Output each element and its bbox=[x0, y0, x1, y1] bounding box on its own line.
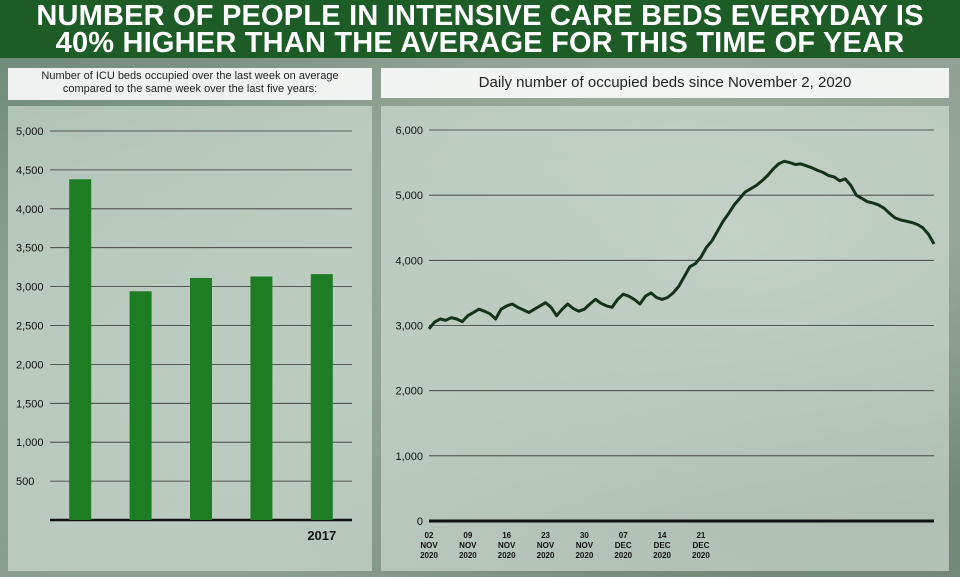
line-chart-panel: 0 1,000 2,000 3,000 4,000 5,000 6,000 02 NOV 2020… bbox=[381, 106, 949, 571]
bar-y-tick-label: 2,500 bbox=[16, 321, 44, 333]
headline-line-2: 40% HIGHER THAN THE AVERAGE FOR THIS TIM… bbox=[55, 27, 905, 59]
bar-chart: 500 1,000 1,500 2,000 2,500 3,000 3,500 4,000 4,… bbox=[16, 126, 352, 543]
line-x-tick-label: 07 DEC 2020 bbox=[614, 531, 632, 560]
bar-subtitle-line-1: Number of ICU beds occupied over the las… bbox=[41, 70, 339, 82]
bar-subtitle-line-2: compared to the same week over the last … bbox=[62, 83, 318, 95]
headline-banner: NUMBER OF PEOPLE IN INTENSIVE CARE BEDS … bbox=[0, 0, 960, 58]
bar bbox=[250, 276, 273, 520]
line-x-tick-label: 14 DEC 2020 bbox=[653, 531, 671, 560]
line-x-tick-label: 21 DEC 2020 bbox=[692, 531, 710, 560]
line-y-tick-label: 0 bbox=[417, 516, 423, 528]
bar-y-tick-label: 500 bbox=[16, 476, 34, 488]
line-x-tick-label: 02 NOV 2020 bbox=[420, 531, 438, 560]
line-y-tick-label: 1,000 bbox=[395, 451, 423, 463]
line-chart-subtitle: Daily number of occupied beds since Nove… bbox=[381, 68, 949, 98]
headline: NUMBER OF PEOPLE IN INTENSIVE CARE BEDS … bbox=[0, 0, 960, 59]
line-x-tick-label: 09 NOV 2020 bbox=[459, 531, 477, 560]
bar-category-label: 2017 bbox=[307, 528, 336, 543]
line-x-tick-label: 30 NOV 2020 bbox=[575, 531, 593, 560]
bar-chart-panel: 500 1,000 1,500 2,000 2,500 3,000 3,500 4,000 4,… bbox=[8, 106, 372, 571]
bar-y-tick-label: 1,500 bbox=[16, 398, 44, 410]
bar bbox=[190, 278, 212, 520]
bar-y-tick-label: 3,500 bbox=[16, 243, 44, 255]
line-x-tick-label: 16 NOV 2020 bbox=[498, 531, 516, 560]
bar bbox=[69, 179, 92, 520]
line-x-tick-label: 23 NOV 2020 bbox=[537, 531, 555, 560]
line-y-tick-label: 4,000 bbox=[395, 255, 423, 267]
occupied-beds-series-line bbox=[427, 159, 936, 330]
bar-y-tick-label: 1,000 bbox=[16, 437, 44, 449]
line-chart: 0 1,000 2,000 3,000 4,000 5,000 6,000 02 NOV 2020… bbox=[395, 125, 936, 560]
bar bbox=[310, 274, 333, 520]
bar-y-tick-label: 3,000 bbox=[16, 282, 44, 294]
line-y-tick-label: 6,000 bbox=[395, 125, 423, 137]
bar-chart-subtitle: Number of ICU beds occupied over the las… bbox=[8, 68, 372, 100]
line-y-tick-label: 2,000 bbox=[395, 386, 423, 398]
bar-y-tick-label: 4,500 bbox=[16, 165, 44, 177]
bar bbox=[129, 291, 152, 520]
bar-y-tick-label: 5,000 bbox=[16, 126, 44, 138]
bar-y-tick-label: 4,000 bbox=[16, 204, 44, 216]
headline-line-1: NUMBER OF PEOPLE IN INTENSIVE CARE BEDS … bbox=[36, 0, 924, 32]
bar-y-tick-label: 2,000 bbox=[16, 359, 44, 371]
line-y-tick-label: 5,000 bbox=[395, 190, 423, 202]
line-y-tick-label: 3,000 bbox=[395, 321, 423, 333]
